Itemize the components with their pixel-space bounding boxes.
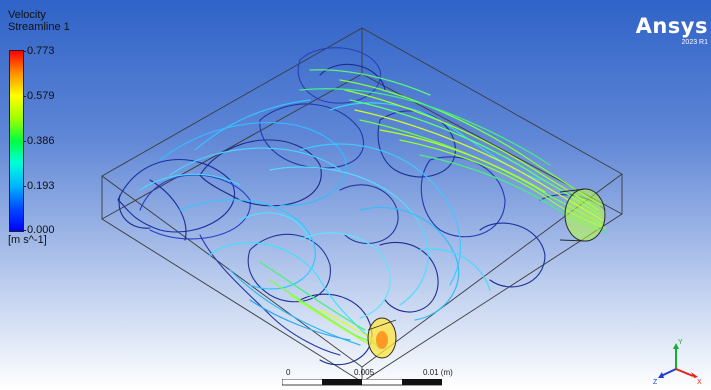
streamlines-fast [259, 69, 607, 349]
y-axis-arrowhead [673, 343, 679, 349]
legend-tick-value: 0.386 [27, 135, 55, 147]
legend-max-value: 0.773 [27, 45, 55, 57]
scale-label-start: 0 [286, 368, 291, 377]
outlet-pipe [559, 188, 606, 242]
scale-bar-graphic [282, 379, 442, 386]
x-axis-arrow [675, 368, 694, 377]
y-axis-label: Y [678, 339, 683, 346]
legend-tick-mark [23, 230, 26, 231]
scale-label-end: 0.01 (m) [423, 368, 453, 377]
legend-tick-mark [23, 186, 26, 187]
z-axis-arrowhead [658, 372, 664, 378]
axis-triad[interactable]: Y X Z [652, 337, 704, 385]
legend-tick-mark [23, 51, 26, 52]
legend-tick-mark [23, 96, 26, 97]
ansys-logo: Ansys 2023 R1 [636, 16, 708, 47]
logo-name: Ansys [635, 14, 708, 38]
x-axis-label: X [697, 379, 702, 385]
velocity-legend[interactable]: Velocity Streamline 1 0.773 0.579 0.386 … [8, 9, 78, 246]
legend-tick-mark [23, 141, 26, 142]
z-axis-arrow [660, 368, 677, 377]
legend-title: Velocity [8, 9, 46, 21]
logo-version: 2023 R1 [681, 39, 708, 46]
inlet-pipe [367, 317, 397, 359]
legend-subtitle: Streamline 1 [8, 21, 70, 33]
legend-color-bar [9, 50, 24, 232]
legend-unit: [m s^-1] [8, 234, 47, 246]
legend-min-value: 0.000 [27, 224, 55, 236]
z-axis-label: Z [653, 379, 658, 385]
legend-tick-value: 0.193 [27, 180, 55, 192]
legend-tick-value: 0.579 [27, 90, 55, 102]
scale-label-mid: 0.005 [354, 368, 375, 377]
x-axis-arrowhead [691, 372, 698, 378]
scale-bar: 0 0.005 0.01 (m) [282, 368, 453, 388]
